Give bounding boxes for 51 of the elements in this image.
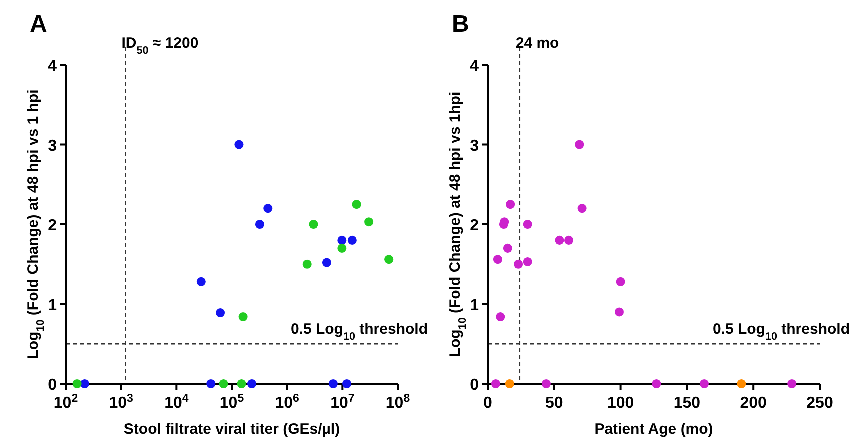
y-tick-label: 1 <box>470 297 480 314</box>
x-tick-label: 10$^{8}$ <box>386 393 411 412</box>
ref-line-label: ID$_{50}$ ≈ 1200 <box>122 35 199 57</box>
x-tick-label: 0 <box>484 395 493 412</box>
y-tick-label: 3 <box>470 138 480 155</box>
x-tick-label: 10$^{5}$ <box>220 393 245 412</box>
point <box>542 379 551 389</box>
y-tick-label: 0 <box>470 377 480 394</box>
point <box>503 244 512 253</box>
x-tick-label: 250 <box>806 395 834 412</box>
x-tick-label: 10$^{4}$ <box>164 393 190 412</box>
point <box>523 220 532 230</box>
ref-line-label: 0.5 Log$_{10}$ threshold <box>290 321 428 344</box>
point <box>505 379 514 389</box>
x-tick-label: 50 <box>546 395 564 412</box>
point <box>575 140 584 150</box>
point <box>496 312 506 322</box>
y-tick-label: 2 <box>48 218 58 234</box>
y-tick-label: 2 <box>470 218 480 234</box>
chart-title: A <box>30 11 48 38</box>
point <box>493 255 502 264</box>
x-tick-label: 10$^{6}$ <box>275 393 300 412</box>
point <box>737 379 746 389</box>
y-tick-label: 3 <box>48 138 58 155</box>
point <box>491 379 500 389</box>
point <box>616 277 626 286</box>
ref-line-label: 0.5 Log$_{10}$ threshold <box>712 321 850 344</box>
x-tick-label: 200 <box>740 395 768 412</box>
point <box>788 379 797 389</box>
x-tick-label: 10$^{2}$ <box>54 393 78 412</box>
x-tick-label: 100 <box>607 395 634 412</box>
point <box>652 379 662 389</box>
point <box>700 379 709 389</box>
ref-line-label: 24 mo <box>516 35 560 52</box>
chart-title: B <box>452 11 470 38</box>
x-axis-title: Patient Age (mo) <box>594 421 714 438</box>
y-tick-label: 4 <box>48 58 58 75</box>
x-tick-label: 150 <box>674 395 701 412</box>
point <box>514 260 524 269</box>
y-tick-label: 1 <box>48 297 58 314</box>
y-tick-label: 0 <box>48 377 58 394</box>
x-tick-label: 10$^{3}$ <box>109 393 134 412</box>
x-tick-label: 10$^{7}$ <box>330 393 355 412</box>
point <box>523 257 532 266</box>
point <box>506 200 516 210</box>
point <box>564 236 574 245</box>
point <box>578 204 587 214</box>
point <box>555 236 564 245</box>
point <box>614 308 624 317</box>
x-axis-title: Stool filtrate viral titer (GEs/µl) <box>124 421 340 438</box>
y-tick-label: 4 <box>470 58 480 75</box>
